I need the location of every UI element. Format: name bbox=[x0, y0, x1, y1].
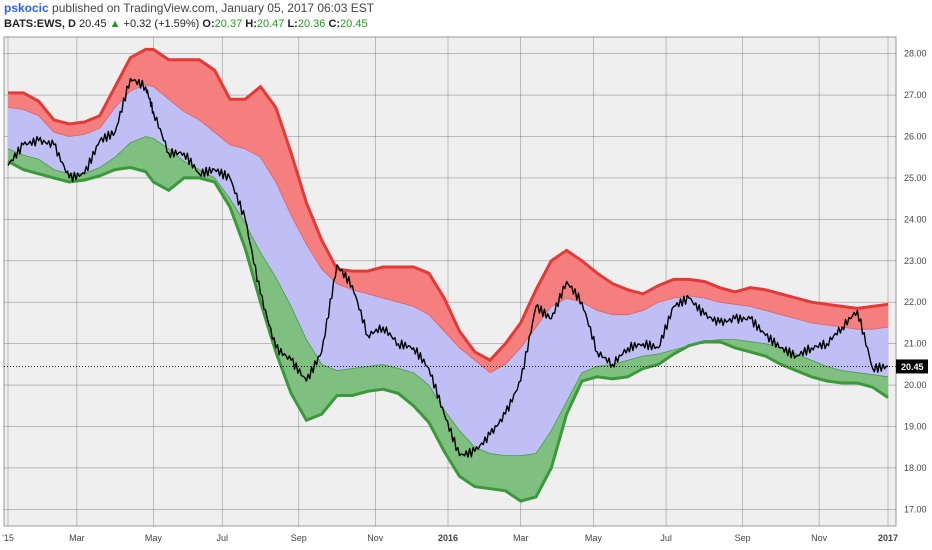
x-tick-label-4: Sep bbox=[291, 533, 307, 543]
x-tick-label-11: Nov bbox=[811, 533, 828, 543]
open-value: 20.37 bbox=[214, 18, 243, 30]
x-tick-label-10: Sep bbox=[735, 533, 751, 543]
last-price: 20.45 bbox=[78, 18, 107, 30]
published-text: published on TradingView.com, January 05… bbox=[52, 1, 375, 15]
symbol-label[interactable]: BATS:EWS, D bbox=[4, 18, 76, 30]
up-arrow-icon: ▲ bbox=[109, 18, 121, 30]
open-label: O: bbox=[202, 18, 215, 30]
y-tick-label-4: 21.00 bbox=[904, 339, 927, 349]
high-value: 20.47 bbox=[256, 18, 285, 30]
chart-header: pskocic published on TradingView.com, Ja… bbox=[4, 1, 928, 35]
axes: 20.45 17.00 18.00 19.00 20.00 21.00 22.00 23.00… bbox=[2, 49, 928, 543]
x-tick-label-9: Jul bbox=[660, 533, 672, 543]
y-tick-label-11: 28.00 bbox=[904, 49, 927, 59]
last-price-tag-label: 20.45 bbox=[901, 362, 924, 372]
x-tick-label-6: 2016 bbox=[438, 533, 458, 543]
x-tick-label-7: Mar bbox=[513, 533, 529, 543]
last-price-tag bbox=[896, 359, 928, 374]
y-tick-label-8: 25.00 bbox=[904, 173, 927, 183]
y-tick-label-7: 24.00 bbox=[904, 214, 927, 224]
y-tick-label-0: 17.00 bbox=[904, 504, 927, 514]
series-middle-band bbox=[8, 84, 888, 456]
x-tick-label-0: '15 bbox=[2, 533, 14, 543]
y-tick-label-3: 20.00 bbox=[904, 380, 927, 390]
series-lower-inner-line bbox=[7, 136, 889, 456]
series-lower-band bbox=[8, 136, 888, 502]
author-link[interactable]: pskocic bbox=[4, 1, 49, 15]
y-tick-label-10: 27.00 bbox=[904, 90, 927, 100]
y-tick-label-5: 22.00 bbox=[904, 297, 927, 307]
y-tick-label-1: 18.00 bbox=[904, 463, 927, 473]
x-tick-label-8: May bbox=[585, 533, 603, 543]
x-tick-label-3: Jul bbox=[217, 533, 229, 543]
series-price bbox=[7, 77, 889, 458]
y-tick-label-2: 19.00 bbox=[904, 422, 927, 432]
y-tick-label-6: 23.00 bbox=[904, 256, 927, 266]
y-tick-label-9: 26.00 bbox=[904, 131, 927, 141]
close-label: C: bbox=[328, 18, 341, 30]
series-upper-band bbox=[8, 49, 888, 373]
close-value: 20.45 bbox=[340, 18, 368, 30]
plot-area[interactable] bbox=[3, 36, 897, 527]
x-tick-label-5: Nov bbox=[367, 533, 384, 543]
x-tick-label-12: 2017 bbox=[878, 533, 898, 543]
low-value: 20.36 bbox=[297, 18, 326, 30]
series-upper-inner-line bbox=[7, 84, 889, 374]
x-tick-label-1: Mar bbox=[69, 533, 85, 543]
series-upper-edge bbox=[8, 47, 889, 363]
high-label: H: bbox=[245, 18, 257, 30]
low-label: L: bbox=[287, 18, 298, 30]
ohlc-line: BATS:EWS, D 20.45 ▲ +0.32 (+1.59%) O:20.… bbox=[4, 18, 368, 30]
x-tick-label-2: May bbox=[145, 533, 163, 543]
series-lower-edge bbox=[7, 159, 889, 503]
change-value: +0.32 (+1.59%) bbox=[123, 18, 200, 30]
publish-line: pskocic published on TradingView.com, Ja… bbox=[4, 1, 374, 15]
